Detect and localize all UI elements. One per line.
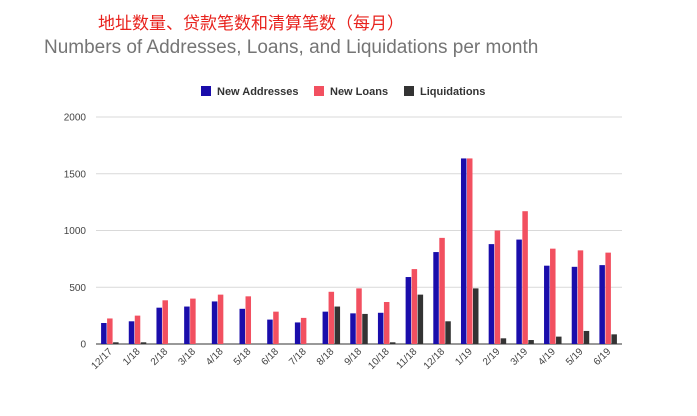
bar-new-addresses — [405, 277, 412, 344]
bar-new-addresses — [488, 244, 495, 344]
bar-new-addresses — [460, 158, 467, 344]
legend-label: New Loans — [330, 86, 388, 98]
bar-new-loans — [494, 230, 501, 344]
bar-liquidations — [389, 342, 396, 344]
bar-new-addresses — [101, 323, 107, 344]
bar-liquidations — [611, 334, 617, 344]
bar-new-loans — [300, 317, 307, 344]
x-tick-label: 12/18 — [422, 346, 448, 372]
x-tick-label: 7/18 — [287, 346, 309, 368]
bar-new-addresses — [267, 319, 273, 344]
y-tick-label: 2000 — [64, 113, 87, 124]
bar-liquidations — [334, 306, 341, 344]
bar-new-loans — [273, 311, 279, 344]
bar-liquidations — [556, 336, 562, 344]
bar-liquidations — [113, 342, 119, 344]
chinese-title: 地址数量、贷款笔数和清算笔数（每月） — [98, 14, 404, 34]
bar-new-loans — [383, 302, 390, 344]
bar-liquidations — [362, 313, 368, 344]
bar-new-addresses — [516, 239, 522, 344]
bar-new-addresses — [294, 322, 301, 344]
x-axis-ticks: 12/17 1/18 2/18 3/18 4/18 5/18 6/18 7/18 8/18 9/1… — [89, 346, 613, 372]
bar-new-addresses — [128, 321, 135, 344]
legend-label: New Addresses — [217, 86, 299, 98]
bar-new-addresses — [571, 266, 578, 344]
x-tick-label: 2/18 — [149, 346, 171, 368]
bar-liquidations — [472, 288, 479, 344]
y-axis-ticks: 0 500 1000 1500 2000 — [64, 113, 87, 351]
bar-liquidations — [583, 330, 590, 344]
bar-new-loans — [134, 315, 141, 344]
bar-new-loans — [439, 237, 445, 344]
x-tick-label: 5/19 — [564, 346, 586, 368]
bar-new-loans — [550, 248, 556, 344]
bar-new-addresses — [433, 252, 439, 344]
bar-new-addresses — [156, 307, 162, 344]
y-tick-label: 1500 — [64, 169, 87, 180]
bar-liquidations — [417, 294, 424, 344]
x-tick-label: 3/19 — [509, 346, 531, 368]
y-tick-label: 500 — [69, 283, 86, 294]
bar-new-addresses — [184, 306, 190, 344]
bar-liquidations — [445, 321, 451, 344]
chart-title: Numbers of Addresses, Loans, and Liquida… — [44, 37, 539, 58]
x-tick-label: 2/19 — [481, 346, 503, 368]
bar-new-addresses — [377, 312, 384, 344]
bar-new-loans — [328, 291, 335, 344]
bars — [101, 158, 617, 344]
bar-new-loans — [605, 252, 611, 344]
x-tick-label: 4/18 — [204, 346, 226, 368]
bar-new-loans — [522, 211, 528, 344]
bar-new-loans — [245, 296, 252, 344]
x-tick-label: 6/19 — [592, 346, 614, 368]
x-tick-label: 4/19 — [536, 346, 558, 368]
legend-swatch — [314, 86, 324, 96]
y-tick-label: 0 — [80, 340, 86, 351]
x-tick-label: 8/18 — [315, 346, 337, 368]
legend-swatch — [404, 86, 414, 96]
bar-new-loans — [107, 318, 113, 344]
bar-new-loans — [190, 298, 196, 344]
legend: New Addresses New Loans Liquidations — [201, 86, 485, 98]
bar-new-addresses — [599, 265, 605, 344]
bar-new-loans — [577, 250, 584, 344]
bar-new-loans — [217, 294, 224, 344]
y-tick-label: 1000 — [64, 226, 87, 237]
x-tick-label: 3/18 — [176, 346, 198, 368]
bar-new-addresses — [322, 311, 329, 344]
legend-swatch — [201, 86, 211, 96]
bar-new-addresses — [544, 265, 550, 344]
legend-label: Liquidations — [420, 86, 485, 98]
x-tick-label: 6/18 — [260, 346, 282, 368]
x-tick-label: 12/17 — [89, 346, 115, 372]
bar-new-loans — [162, 300, 168, 344]
bar-new-addresses — [211, 301, 218, 344]
x-tick-label: 9/18 — [343, 346, 365, 368]
bar-new-loans — [411, 269, 418, 344]
bar-liquidations — [528, 340, 534, 344]
x-tick-label: 1/18 — [121, 346, 143, 368]
bar-new-loans — [356, 288, 362, 344]
bar-liquidations — [140, 342, 147, 344]
bar-liquidations — [500, 338, 507, 344]
bar-new-addresses — [350, 313, 356, 344]
x-tick-label: 5/18 — [232, 346, 254, 368]
x-tick-label: 10/18 — [366, 346, 392, 372]
bar-new-addresses — [239, 308, 246, 344]
x-tick-label: 11/18 — [395, 346, 420, 371]
x-tick-label: 1/19 — [453, 346, 475, 368]
bar-new-loans — [466, 158, 473, 344]
